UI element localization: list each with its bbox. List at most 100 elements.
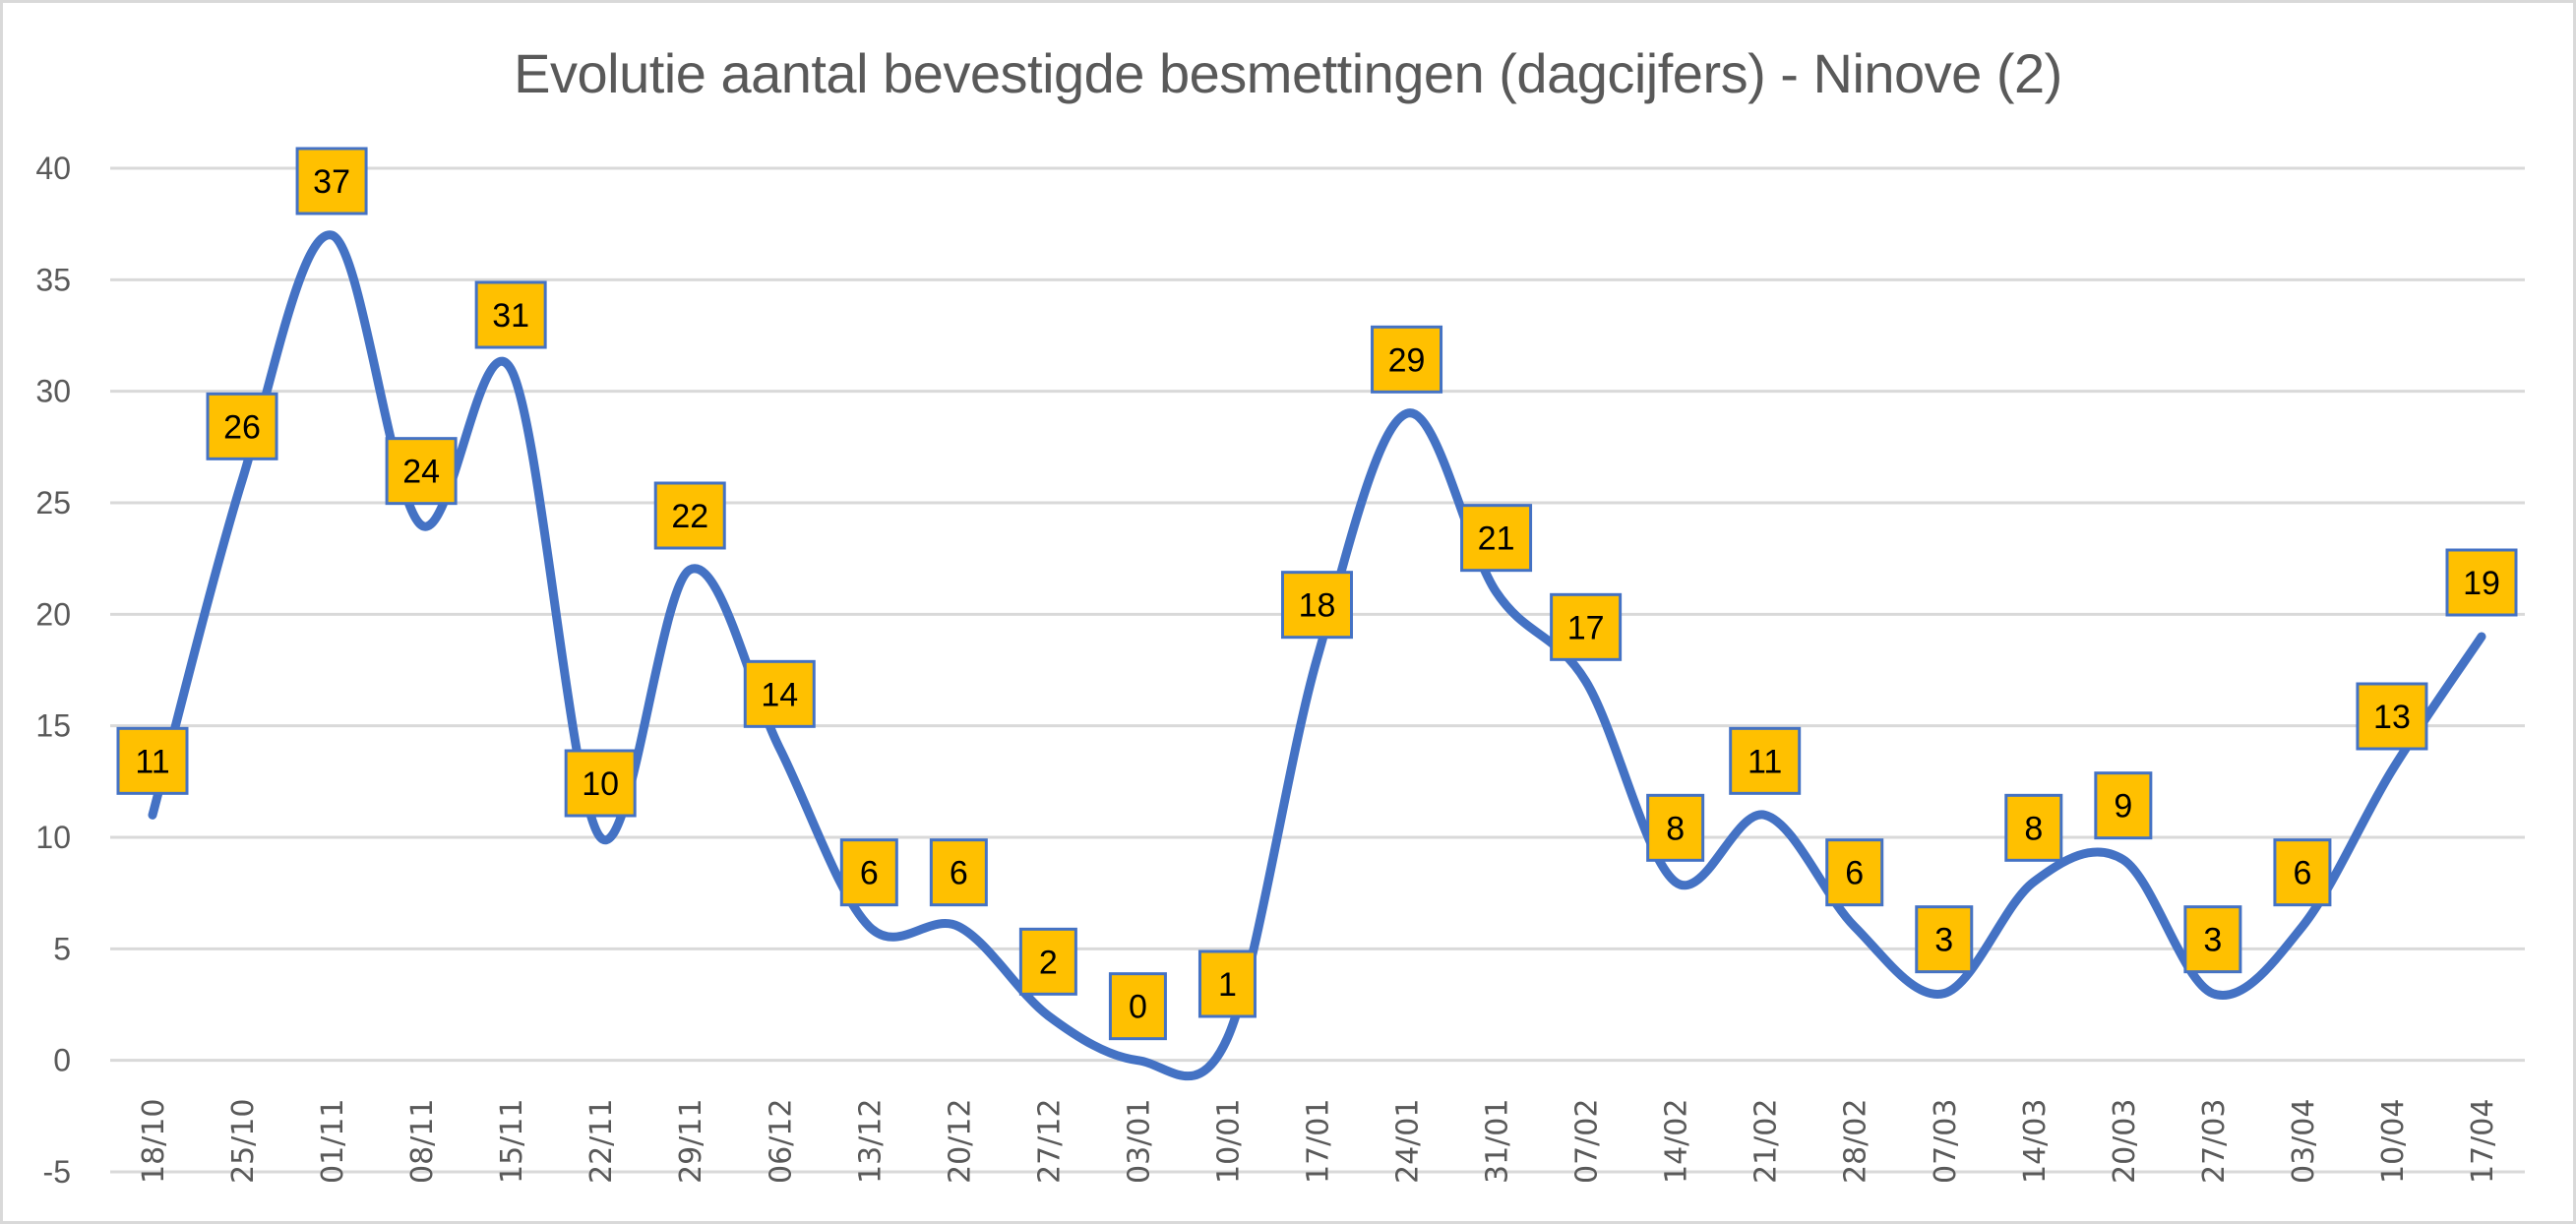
data-label-box: [1915, 905, 1974, 974]
data-label-text: 9: [2114, 788, 2132, 826]
data-label-text: 8: [2024, 810, 2043, 847]
x-tick-label: 28/02: [1839, 1099, 1873, 1184]
data-labels: 11 26 37 24 31 10 22 14 6 6 2 0 1 18 29 21 17 8 11 6 3 8 9 3 6 13…: [116, 147, 2518, 1041]
data-label-box: [2004, 793, 2063, 862]
data-label-text: 0: [1129, 989, 1147, 1026]
x-tick-label: 27/12: [1032, 1099, 1067, 1184]
data-label: 26: [206, 392, 278, 460]
data-point: [686, 566, 694, 574]
x-axis-labels: 18/10 25/10 01/11 08/11 15/11 22/11 29/11 06/12…: [137, 1099, 2500, 1184]
data-label-box: [2445, 548, 2518, 617]
x-tick-label: 03/04: [2287, 1099, 2321, 1184]
data-label-text: 13: [2373, 699, 2411, 736]
data-label: 6: [2273, 838, 2332, 907]
data-label-box: [1646, 793, 1705, 862]
x-tick-label: 15/11: [495, 1099, 529, 1184]
data-point: [1672, 878, 1680, 886]
series-line: [148, 230, 2486, 1081]
data-point: [417, 521, 425, 529]
x-tick-label: 01/11: [316, 1099, 350, 1184]
data-label: 11: [116, 726, 189, 795]
y-axis-labels: -5 0 5 10 15 20 25 30 35 40: [35, 151, 71, 1190]
y-tick-label: 20: [35, 596, 71, 632]
data-label: 13: [2356, 682, 2428, 751]
data-label-box: [295, 147, 368, 215]
data-point: [865, 923, 873, 931]
data-label-box: [743, 659, 816, 728]
data-label: 0: [1108, 972, 1167, 1041]
data-point: [1044, 1011, 1052, 1019]
y-tick-label: 5: [53, 931, 71, 966]
data-label: 1: [1197, 949, 1257, 1018]
data-label: 8: [2004, 793, 2063, 862]
data-label: 29: [1371, 325, 1443, 394]
data-label-box: [1371, 325, 1443, 394]
data-label-box: [1197, 949, 1257, 1018]
data-point: [1940, 990, 1948, 998]
x-tick-label: 07/03: [1929, 1099, 1963, 1184]
y-tick-label: 15: [35, 708, 71, 744]
x-tick-label: 10/04: [2376, 1099, 2411, 1184]
data-label-box: [116, 726, 189, 795]
y-tick-label: 40: [35, 151, 71, 186]
data-label-box: [2094, 771, 2153, 840]
data-point: [1314, 655, 1321, 663]
data-label-text: 17: [1567, 609, 1605, 646]
chart-title: Evolutie aantal bevestigde besmettingen …: [514, 42, 2062, 104]
data-label: 3: [1915, 905, 1974, 974]
data-label-text: 11: [135, 743, 169, 780]
data-label-text: 11: [1748, 743, 1782, 780]
x-tick-label: 08/11: [405, 1099, 440, 1184]
x-tick-label: 31/01: [1481, 1099, 1515, 1184]
data-label: 37: [295, 147, 368, 215]
data-label: 6: [839, 838, 898, 907]
data-label-text: 10: [582, 765, 619, 803]
y-tick-label: -5: [43, 1154, 71, 1190]
data-label-text: 1: [1218, 966, 1237, 1004]
data-label: 3: [2183, 905, 2242, 974]
x-tick-label: 17/04: [2466, 1099, 2500, 1184]
x-tick-label: 27/03: [2197, 1099, 2232, 1184]
data-label: 6: [1825, 838, 1884, 907]
x-tick-label: 06/12: [764, 1099, 798, 1184]
data-label-box: [564, 749, 637, 818]
data-label-text: 6: [2293, 855, 2311, 892]
data-point: [1403, 409, 1411, 417]
data-label-box: [1825, 838, 1884, 907]
data-label-text: 14: [761, 676, 798, 713]
data-label-text: 37: [313, 163, 350, 201]
data-point: [1761, 811, 1769, 819]
x-tick-label: 14/03: [2018, 1099, 2053, 1184]
data-label-box: [653, 481, 726, 550]
data-point: [775, 744, 783, 752]
x-tick-label: 18/10: [137, 1099, 171, 1184]
data-label: 31: [474, 280, 547, 349]
data-point: [2209, 990, 2217, 998]
data-point: [507, 365, 515, 373]
data-label-box: [385, 437, 458, 506]
x-tick-label: 03/01: [1122, 1099, 1156, 1184]
y-tick-label: 35: [35, 262, 71, 297]
data-point: [238, 476, 246, 484]
y-tick-label: 25: [35, 485, 71, 520]
series-line-path: [148, 230, 2486, 1081]
data-label-text: 31: [492, 297, 529, 335]
data-label-box: [1018, 927, 1077, 996]
data-label: 10: [564, 749, 637, 818]
data-label: 24: [385, 437, 458, 506]
data-label: 14: [743, 659, 816, 728]
data-label-text: 3: [1934, 922, 1953, 959]
data-label-box: [1108, 972, 1167, 1041]
data-label-text: 19: [2463, 565, 2500, 602]
data-point: [1134, 1057, 1141, 1065]
data-label-text: 3: [2203, 922, 2222, 959]
data-point: [1493, 588, 1501, 596]
y-tick-label: 30: [35, 374, 71, 409]
y-tick-label: 10: [35, 820, 71, 855]
data-label-box: [2273, 838, 2332, 907]
data-label-text: 6: [860, 855, 879, 892]
data-label-text: 22: [671, 498, 708, 535]
data-label: 8: [1646, 793, 1705, 862]
data-label-box: [929, 838, 988, 907]
data-label-text: 8: [1666, 810, 1685, 847]
